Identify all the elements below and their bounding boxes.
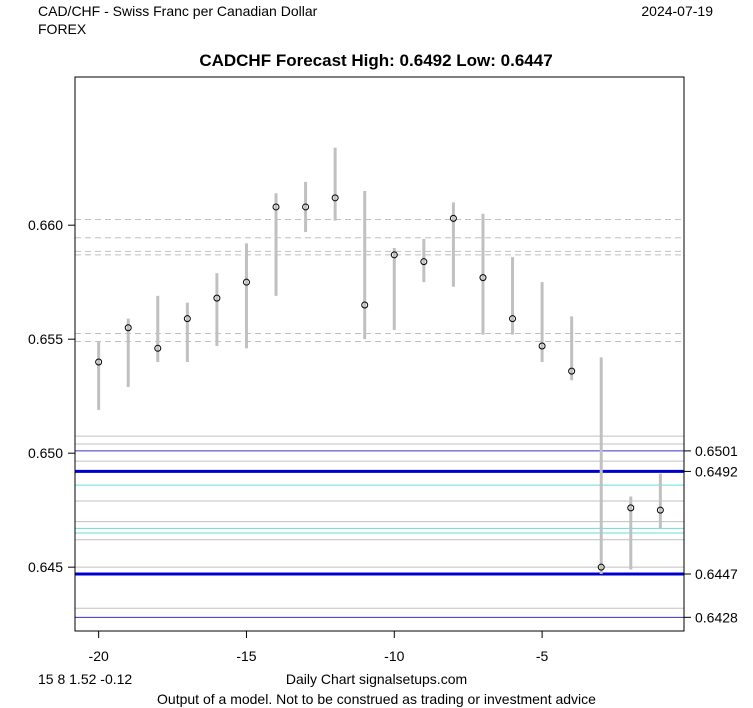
footer-source: Daily Chart signalsetups.com — [285, 671, 468, 687]
y-tick-label: 0.655 — [28, 331, 63, 347]
close-dot — [597, 563, 605, 571]
close-dot — [331, 194, 339, 202]
x-tick-label: -10 — [384, 648, 404, 664]
x-tick-label: -20 — [89, 648, 109, 664]
close-dot — [538, 342, 546, 350]
close-dot — [449, 214, 457, 222]
close-dot — [242, 278, 250, 286]
pair-name: CAD/CHF - Swiss Franc per Canadian Dolla… — [38, 3, 318, 19]
y-axis: 0.645 0.650 0.655 0.660 — [28, 217, 75, 575]
y-tick-label: 0.660 — [28, 217, 63, 233]
footer-stats: 15 8 1.52 -0.12 — [38, 671, 133, 687]
close-dot — [568, 367, 576, 375]
close-dot — [183, 315, 191, 323]
chart-date: 2024-07-19 — [641, 3, 713, 19]
x-tick-label: -15 — [236, 648, 256, 664]
right-level-label: 0.6447 — [695, 566, 738, 582]
close-dot — [509, 315, 517, 323]
x-tick-label: -5 — [536, 648, 549, 664]
footer-disclaimer: Output of a model. Not to be construed a… — [157, 691, 596, 707]
right-level-label: 0.6492 — [695, 463, 738, 479]
close-dot — [656, 506, 664, 514]
close-dot — [302, 203, 310, 211]
close-dot — [272, 203, 280, 211]
level-lines — [75, 218, 684, 618]
right-level-labels: 0.6501 0.6492 0.6447 0.6428 — [684, 443, 738, 625]
close-dot — [390, 251, 398, 259]
close-dot — [154, 344, 162, 352]
y-tick-label: 0.645 — [28, 559, 63, 575]
right-level-label: 0.6428 — [695, 609, 738, 625]
range-bars — [97, 147, 662, 575]
x-axis: -20 -15 -10 -5 — [89, 631, 549, 664]
close-dot — [95, 358, 103, 366]
close-dots — [95, 194, 664, 571]
market-label: FOREX — [38, 21, 87, 37]
close-dot — [627, 504, 635, 512]
close-dot — [479, 274, 487, 282]
plot-frame — [74, 76, 685, 632]
chart-title: CADCHF Forecast High: 0.6492 Low: 0.6447 — [199, 51, 552, 70]
close-dot — [361, 301, 369, 309]
close-dot — [420, 258, 428, 266]
close-dot — [124, 324, 132, 332]
right-level-label: 0.6501 — [695, 443, 738, 459]
close-dot — [213, 294, 221, 302]
y-tick-label: 0.650 — [28, 445, 63, 461]
